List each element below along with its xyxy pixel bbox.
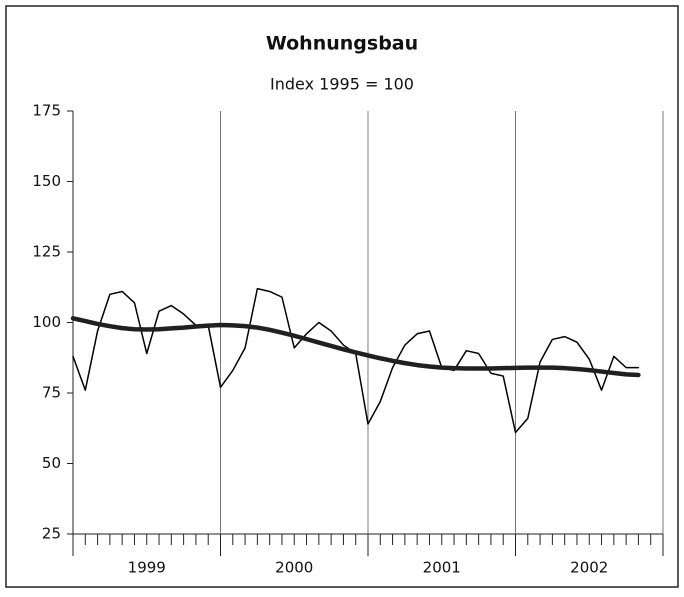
chart-subtitle: Index 1995 = 100 bbox=[270, 75, 414, 94]
y-tick-label: 150 bbox=[32, 172, 61, 190]
y-tick-label: 125 bbox=[32, 243, 61, 261]
y-tick-label: 175 bbox=[32, 102, 61, 120]
data-line bbox=[70, 316, 641, 378]
y-tick-label: 75 bbox=[42, 384, 61, 402]
y-tick-label: 100 bbox=[32, 313, 61, 331]
y-tick-label: 25 bbox=[42, 525, 61, 543]
year-label: 2002 bbox=[570, 559, 608, 577]
year-label: 1999 bbox=[128, 559, 166, 577]
y-tick-label: 50 bbox=[42, 454, 61, 472]
year-label: 2001 bbox=[423, 559, 461, 577]
frame bbox=[5, 5, 679, 588]
year-label: 2000 bbox=[275, 559, 313, 577]
chart-title: Wohnungsbau bbox=[266, 33, 418, 55]
